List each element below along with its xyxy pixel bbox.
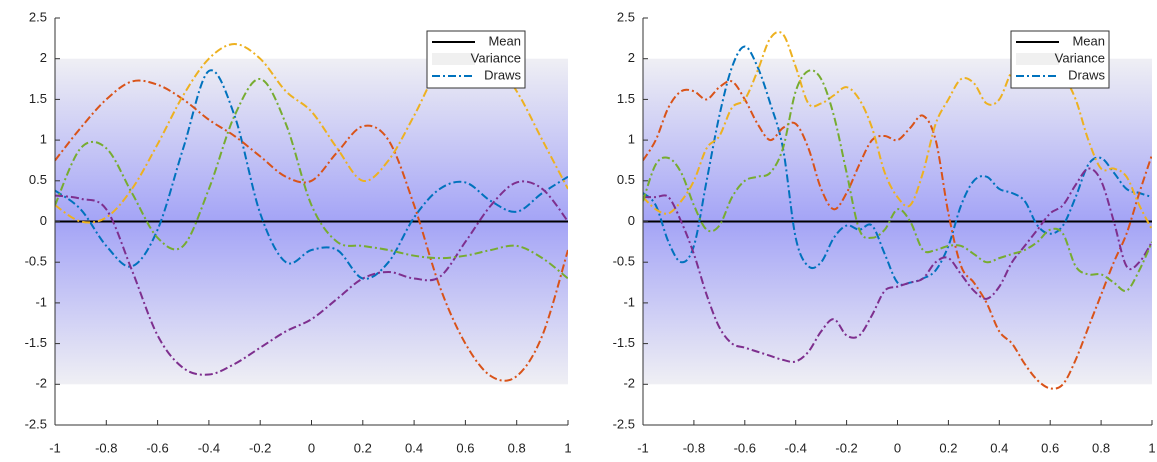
x-tick-label: 0.8	[1092, 440, 1110, 455]
legend-swatch	[1016, 53, 1059, 65]
y-tick-label: 2	[40, 50, 47, 65]
x-tick-label: 0.2	[354, 440, 372, 455]
x-tick-label: 1	[1148, 440, 1155, 455]
draw-line	[643, 45, 1152, 286]
legend: Mean Variance Draws	[426, 30, 526, 89]
plot-area	[55, 43, 568, 385]
y-tick-label: 0.5	[617, 172, 635, 187]
y-tick-label: -1	[623, 294, 635, 309]
legend-label: Variance	[1055, 50, 1105, 65]
y-tick-label: -2.5	[613, 416, 635, 431]
x-tick-label: -0.8	[683, 440, 705, 455]
legend-label: Draws	[484, 67, 521, 82]
x-tick-label: -0.6	[146, 440, 168, 455]
legend-label: Mean	[1072, 33, 1105, 48]
legend-swatch	[432, 53, 475, 65]
draw-line	[55, 78, 568, 280]
legend: Mean Variance Draws	[1010, 30, 1110, 89]
y-tick-label: -1.5	[613, 335, 635, 350]
draw-line	[643, 167, 1152, 363]
y-tick-label: -1	[35, 294, 47, 309]
y-tick-label: 2.5	[617, 9, 635, 24]
x-tick-label: -0.4	[198, 440, 220, 455]
draw-line	[55, 180, 568, 376]
x-tick-label: 0.8	[508, 440, 526, 455]
y-tick-label: 2	[628, 50, 635, 65]
y-tick-label: -2	[35, 376, 47, 391]
x-tick-label: -0.6	[734, 440, 756, 455]
x-tick-label: 0.2	[939, 440, 957, 455]
legend-label: Variance	[471, 50, 521, 65]
draw-line	[55, 79, 568, 382]
y-tick-label: 0	[40, 213, 47, 228]
x-tick-label: 0.6	[1041, 440, 1059, 455]
y-tick-label: 2.5	[29, 9, 47, 24]
y-tick-label: -1.5	[25, 335, 47, 350]
draw-line	[55, 69, 568, 280]
x-tick-label: -0.2	[249, 440, 271, 455]
x-tick-label: 0	[308, 440, 315, 455]
y-tick-label: 1.5	[29, 91, 47, 106]
x-tick-label: -1	[49, 440, 61, 455]
y-tick-label: -0.5	[613, 254, 635, 269]
plot-area	[643, 30, 1152, 390]
y-tick-label: 0	[628, 213, 635, 228]
y-tick-label: 1	[40, 132, 47, 147]
y-tick-label: 1	[628, 132, 635, 147]
x-tick-label: 0	[894, 440, 901, 455]
y-tick-label: 0.5	[29, 172, 47, 187]
y-tick-label: -2.5	[25, 416, 47, 431]
x-tick-label: 1	[564, 440, 571, 455]
x-tick-label: -1	[637, 440, 649, 455]
y-tick-label: -2	[623, 376, 635, 391]
x-tick-label: -0.8	[95, 440, 117, 455]
y-tick-label: -0.5	[25, 254, 47, 269]
x-tick-label: -0.2	[835, 440, 857, 455]
x-tick-label: -0.4	[784, 440, 806, 455]
draw-line	[643, 69, 1152, 293]
x-tick-label: 0.4	[990, 440, 1008, 455]
legend-label: Mean	[488, 33, 521, 48]
x-tick-label: 0.4	[405, 440, 423, 455]
legend-label: Draws	[1068, 67, 1105, 82]
y-tick-label: 1.5	[617, 91, 635, 106]
x-tick-label: 0.6	[456, 440, 474, 455]
